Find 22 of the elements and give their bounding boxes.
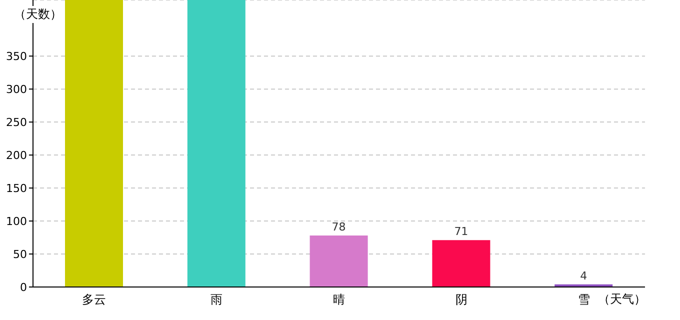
y-axis-title: （天数）: [14, 6, 62, 23]
bar: [432, 240, 490, 287]
y-tick-label: 100: [6, 214, 27, 228]
y-tick-label: 300: [6, 82, 27, 96]
bar: [187, 0, 246, 287]
data-label: 4: [580, 269, 588, 282]
x-tick-label: 雨: [210, 292, 223, 307]
y-tick-label: 250: [6, 116, 27, 129]
y-tick-label: 200: [6, 148, 27, 162]
x-tick-label: 阴: [455, 292, 468, 307]
x-axis-title: （天气）: [598, 291, 646, 308]
y-tick-label: 150: [6, 182, 27, 195]
y-tick-label: 50: [13, 248, 27, 261]
data-label: 78: [332, 220, 346, 234]
x-tick-label: 晴: [333, 292, 345, 307]
bar: [310, 236, 368, 287]
x-tick-label: 多云: [82, 292, 106, 307]
bar: [65, 0, 123, 287]
data-label: 71: [454, 225, 468, 238]
x-tick-label: 雪: [578, 292, 590, 307]
y-tick-label: 0: [20, 280, 27, 294]
y-tick-label: 350: [6, 50, 27, 63]
